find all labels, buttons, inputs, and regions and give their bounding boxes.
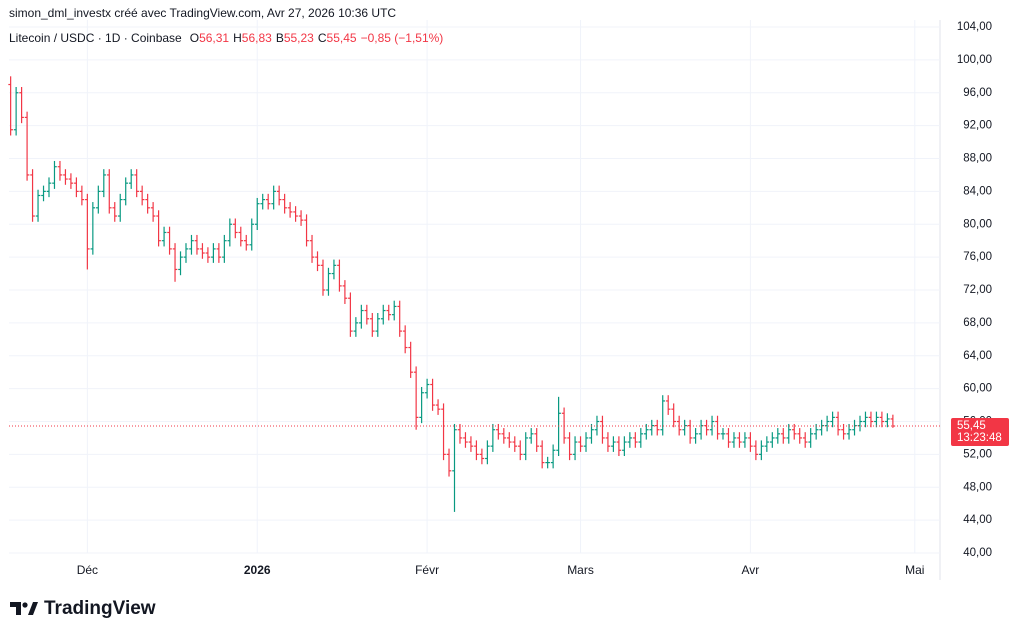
y-tick-label: 60,00 xyxy=(963,383,992,395)
y-tick-label: 100,00 xyxy=(957,54,992,66)
y-tick-label: 48,00 xyxy=(963,481,992,493)
y-tick-label: 52,00 xyxy=(963,448,992,460)
legend-value: 55,45 xyxy=(327,31,357,45)
legend-value: 56,83 xyxy=(242,31,272,45)
y-tick-label: 104,00 xyxy=(957,21,992,33)
x-tick-label: Avr xyxy=(742,563,760,577)
series-legend: Litecoin / USDC · 1D · Coinbase O56,31 H56… xyxy=(9,31,443,45)
y-tick-label: 96,00 xyxy=(963,87,992,99)
attribution: simon_dml_investx créé avec TradingView.… xyxy=(9,6,396,20)
legend-value: 55,23 xyxy=(284,31,314,45)
bars xyxy=(8,76,896,512)
legend-key: B xyxy=(276,31,284,45)
last-price-label: 55,45 xyxy=(957,420,986,432)
y-tick-label: 72,00 xyxy=(963,284,992,296)
y-tick-label: 80,00 xyxy=(963,218,992,230)
brand-logo xyxy=(10,602,38,615)
y-tick-label: 68,00 xyxy=(963,317,992,329)
legend-change: −0,85 (−1,51%) xyxy=(361,31,444,45)
y-tick-label: 40,00 xyxy=(963,547,992,559)
x-tick-label: Mars xyxy=(567,563,594,577)
x-tick-label: Févr xyxy=(415,563,439,577)
countdown: 13:23:48 xyxy=(957,432,1002,444)
y-tick-label: 76,00 xyxy=(963,251,992,263)
x-tick-label: Mai xyxy=(905,563,924,577)
y-tick-label: 88,00 xyxy=(963,153,992,165)
brand-name: TradingView xyxy=(44,598,156,619)
x-tick-label: Déc xyxy=(77,563,98,577)
grid xyxy=(9,20,940,554)
x-tick-label: 2026 xyxy=(244,563,271,577)
last-price-box xyxy=(951,418,1009,447)
y-tick-label: 64,00 xyxy=(963,350,992,362)
legend-key: O xyxy=(190,31,199,45)
legend-key: C xyxy=(318,31,327,45)
legend-value: 56,31 xyxy=(199,31,229,45)
series-title: Litecoin / USDC · 1D · Coinbase xyxy=(9,31,182,45)
legend-key: H xyxy=(233,31,242,45)
y-tick-label: 84,00 xyxy=(963,185,992,197)
y-tick-label: 92,00 xyxy=(963,120,992,132)
y-tick-label: 44,00 xyxy=(963,514,992,526)
